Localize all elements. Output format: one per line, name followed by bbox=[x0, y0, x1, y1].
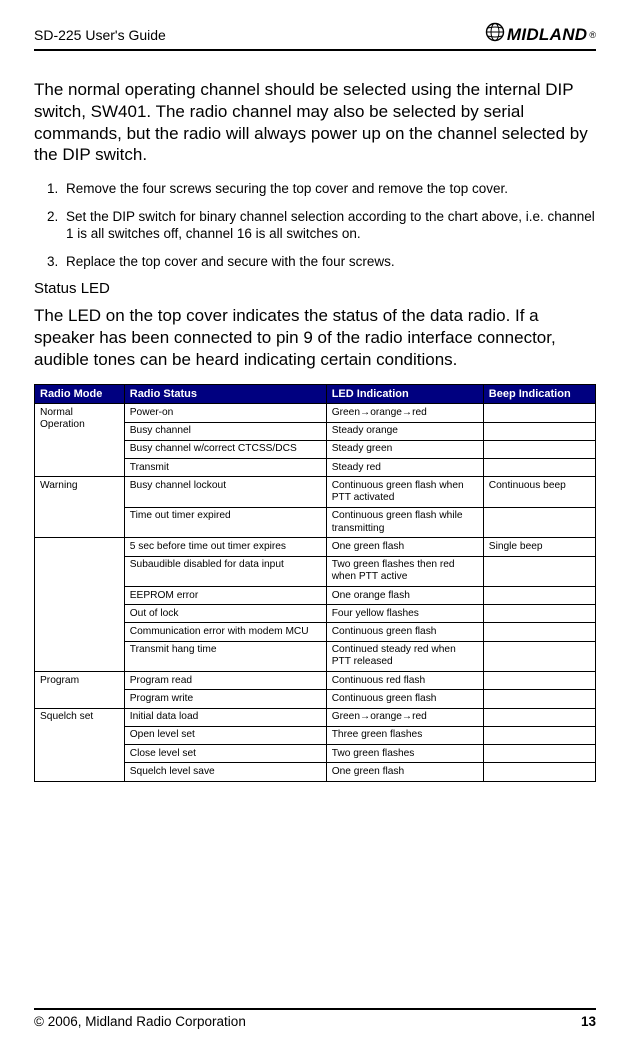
table-row: WarningBusy channel lockoutContinuous gr… bbox=[35, 477, 596, 507]
table-row: ProgramProgram readContinuous red flash bbox=[35, 672, 596, 690]
cell-led: Continuous green flash bbox=[326, 690, 483, 708]
cell-beep bbox=[483, 623, 595, 641]
cell-led: Continuous green flash when PTT activate… bbox=[326, 477, 483, 507]
cell-beep bbox=[483, 763, 595, 781]
page: SD-225 User's Guide MIDLAND® The normal … bbox=[0, 0, 624, 1047]
cell-mode: Squelch set bbox=[35, 708, 125, 781]
cell-led: Continued steady red when PTT released bbox=[326, 641, 483, 671]
cell-beep bbox=[483, 641, 595, 671]
cell-beep bbox=[483, 459, 595, 477]
cell-beep bbox=[483, 440, 595, 458]
cell-mode: Normal Operation bbox=[35, 404, 125, 477]
cell-led: One green flash bbox=[326, 538, 483, 556]
logo-registered: ® bbox=[589, 30, 596, 40]
cell-beep bbox=[483, 587, 595, 605]
cell-beep bbox=[483, 690, 595, 708]
cell-beep bbox=[483, 672, 595, 690]
cell-beep: Single beep bbox=[483, 538, 595, 556]
cell-status: Busy channel bbox=[124, 422, 326, 440]
cell-status: Communication error with modem MCU bbox=[124, 623, 326, 641]
status-paragraph: The LED on the top cover indicates the s… bbox=[34, 305, 596, 370]
cell-status: Power-on bbox=[124, 404, 326, 422]
page-footer: © 2006, Midland Radio Corporation 13 bbox=[34, 1008, 596, 1029]
cell-status: Out of lock bbox=[124, 605, 326, 623]
cell-beep bbox=[483, 745, 595, 763]
cell-status: Transmit bbox=[124, 459, 326, 477]
globe-icon bbox=[485, 22, 505, 47]
footer-copyright: © 2006, Midland Radio Corporation bbox=[34, 1014, 246, 1029]
cell-status: Program read bbox=[124, 672, 326, 690]
status-table: Radio Mode Radio Status LED Indication B… bbox=[34, 384, 596, 781]
step-item: Replace the top cover and secure with th… bbox=[62, 253, 596, 271]
cell-status: Close level set bbox=[124, 745, 326, 763]
cell-status: Busy channel lockout bbox=[124, 477, 326, 507]
cell-beep bbox=[483, 708, 595, 726]
table-header: Radio Mode Radio Status LED Indication B… bbox=[35, 385, 596, 404]
cell-status: Busy channel w/correct CTCSS/DCS bbox=[124, 440, 326, 458]
cell-status: Subaudible disabled for data input bbox=[124, 556, 326, 586]
cell-beep bbox=[483, 726, 595, 744]
cell-led: Two green flashes bbox=[326, 745, 483, 763]
cell-led: Three green flashes bbox=[326, 726, 483, 744]
header-logo: MIDLAND® bbox=[485, 22, 596, 47]
cell-led: Green→orange→red bbox=[326, 404, 483, 422]
step-item: Remove the four screws securing the top … bbox=[62, 180, 596, 198]
footer-page-number: 13 bbox=[581, 1014, 596, 1029]
header-title: SD-225 User's Guide bbox=[34, 27, 166, 43]
cell-status: Time out timer expired bbox=[124, 507, 326, 537]
cell-beep bbox=[483, 556, 595, 586]
step-list: Remove the four screws securing the top … bbox=[34, 180, 596, 270]
cell-led: Steady green bbox=[326, 440, 483, 458]
cell-led: Steady orange bbox=[326, 422, 483, 440]
cell-beep bbox=[483, 422, 595, 440]
cell-led: Continuous green flash while transmittin… bbox=[326, 507, 483, 537]
step-item: Set the DIP switch for binary channel se… bbox=[62, 208, 596, 243]
table-row: Normal OperationPower-onGreen→orange→red bbox=[35, 404, 596, 422]
col-radiomode: Radio Mode bbox=[35, 385, 125, 404]
cell-led: Continuous red flash bbox=[326, 672, 483, 690]
cell-beep bbox=[483, 507, 595, 537]
cell-mode: Warning bbox=[35, 477, 125, 538]
cell-mode: Program bbox=[35, 672, 125, 708]
cell-status: Squelch level save bbox=[124, 763, 326, 781]
table-row: Squelch setInitial data loadGreen→orange… bbox=[35, 708, 596, 726]
cell-mode bbox=[35, 538, 125, 672]
page-header: SD-225 User's Guide MIDLAND® bbox=[34, 22, 596, 51]
cell-beep: Continuous beep bbox=[483, 477, 595, 507]
cell-status: Open level set bbox=[124, 726, 326, 744]
cell-led: Steady red bbox=[326, 459, 483, 477]
cell-beep bbox=[483, 404, 595, 422]
cell-status: Transmit hang time bbox=[124, 641, 326, 671]
col-beep: Beep Indication bbox=[483, 385, 595, 404]
cell-led: Four yellow flashes bbox=[326, 605, 483, 623]
cell-led: Two green flashes then red when PTT acti… bbox=[326, 556, 483, 586]
cell-led: Green→orange→red bbox=[326, 708, 483, 726]
cell-led: Continuous green flash bbox=[326, 623, 483, 641]
cell-status: 5 sec before time out timer expires bbox=[124, 538, 326, 556]
section-heading: Status LED bbox=[34, 280, 596, 297]
table-row: 5 sec before time out timer expiresOne g… bbox=[35, 538, 596, 556]
col-radiostatus: Radio Status bbox=[124, 385, 326, 404]
cell-led: One green flash bbox=[326, 763, 483, 781]
cell-status: EEPROM error bbox=[124, 587, 326, 605]
logo-text: MIDLAND bbox=[507, 25, 587, 45]
table-body: Normal OperationPower-onGreen→orange→red… bbox=[35, 404, 596, 781]
cell-led: One orange flash bbox=[326, 587, 483, 605]
cell-status: Program write bbox=[124, 690, 326, 708]
cell-beep bbox=[483, 605, 595, 623]
intro-paragraph: The normal operating channel should be s… bbox=[34, 79, 596, 166]
col-led: LED Indication bbox=[326, 385, 483, 404]
cell-status: Initial data load bbox=[124, 708, 326, 726]
